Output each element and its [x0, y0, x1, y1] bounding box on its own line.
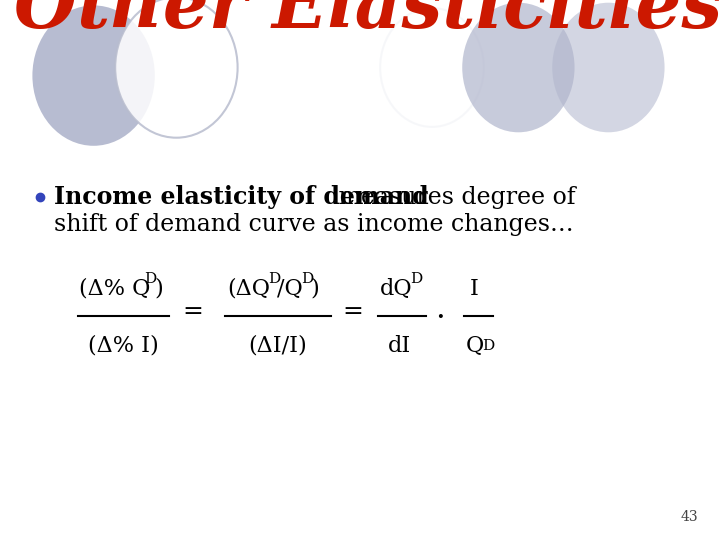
Text: .: . [435, 294, 445, 325]
Text: (Δ% I): (Δ% I) [88, 335, 158, 357]
Ellipse shape [32, 5, 155, 146]
Text: /Q: /Q [277, 278, 303, 300]
Text: dQ: dQ [379, 278, 412, 300]
Text: 43: 43 [681, 510, 698, 524]
Text: Q: Q [466, 335, 484, 357]
Text: (Δ% Q: (Δ% Q [79, 278, 150, 300]
Text: =: = [342, 300, 363, 323]
Ellipse shape [380, 8, 484, 127]
Text: measures degree of: measures degree of [331, 186, 576, 208]
Text: =: = [182, 300, 203, 323]
Text: D: D [301, 272, 313, 286]
Text: (ΔI/I): (ΔI/I) [248, 335, 307, 357]
Text: shift of demand curve as income changes…: shift of demand curve as income changes… [54, 213, 574, 235]
Text: D: D [410, 272, 422, 286]
Text: I: I [470, 278, 479, 300]
Ellipse shape [462, 3, 575, 132]
Text: Other Elasticities: Other Elasticities [14, 0, 720, 43]
Ellipse shape [552, 3, 665, 132]
Text: D: D [268, 272, 280, 286]
Text: Income elasticity of demand: Income elasticity of demand [54, 185, 428, 209]
Text: D: D [144, 272, 156, 286]
Text: ): ) [154, 278, 163, 300]
Text: (ΔQ: (ΔQ [227, 278, 270, 300]
Ellipse shape [115, 0, 238, 138]
Text: ): ) [310, 278, 319, 300]
Text: dI: dI [388, 335, 411, 357]
Text: D: D [482, 339, 495, 353]
